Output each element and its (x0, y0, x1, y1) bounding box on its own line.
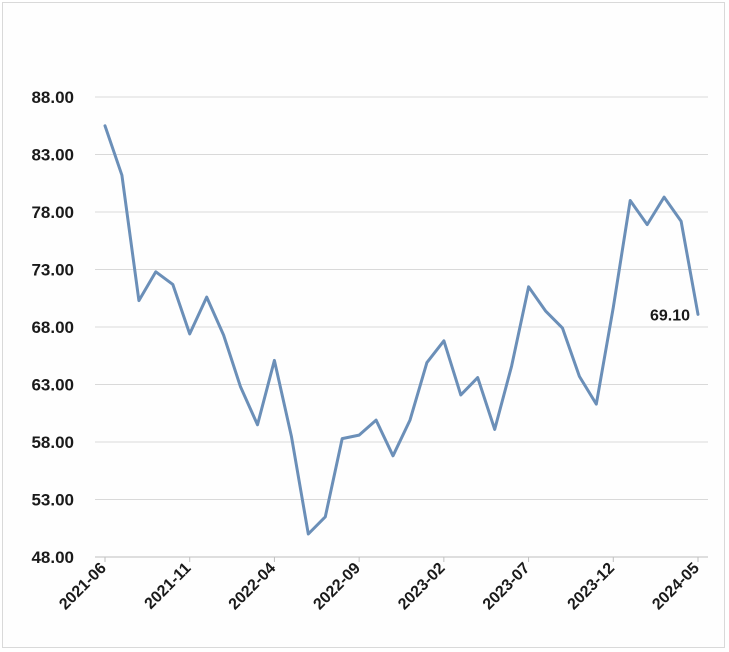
x-tick-label: 2024-05 (649, 560, 703, 614)
x-tick-labels: 2021-06 2021-11 2022-04 2022-09 2023-02 2023-… (56, 557, 703, 613)
y-tick-label: 53.00 (31, 491, 74, 510)
x-tick-label: 2023-12 (565, 560, 619, 614)
x-tick-label: 2023-07 (480, 560, 534, 614)
gridlines (95, 96, 708, 500)
x-tick-label: 2021-06 (56, 560, 110, 614)
x-tick-label: 2021-11 (142, 560, 195, 613)
y-tick-label: 88.00 (31, 88, 74, 107)
series-group (103, 124, 700, 536)
data-labels: 69.10 (650, 307, 690, 324)
y-tick-label: 63.00 (31, 376, 74, 395)
y-tick-label: 83.00 (31, 146, 74, 165)
y-tick-label: 68.00 (31, 318, 74, 337)
x-tick-label: 2022-09 (310, 560, 364, 614)
y-tick-label: 58.00 (31, 433, 74, 452)
series-line (103, 124, 700, 536)
y-tick-labels: 48.00 53.00 58.00 63.00 68.00 73.00 78.00 83.00… (31, 88, 74, 567)
x-tick-label: 2023-02 (395, 560, 449, 614)
x-tick-label: 2022-04 (226, 560, 280, 614)
y-tick-label: 48.00 (31, 548, 74, 567)
y-tick-label: 73.00 (31, 261, 74, 280)
y-tick-label: 78.00 (31, 203, 74, 222)
data-label: 69.10 (650, 307, 690, 324)
